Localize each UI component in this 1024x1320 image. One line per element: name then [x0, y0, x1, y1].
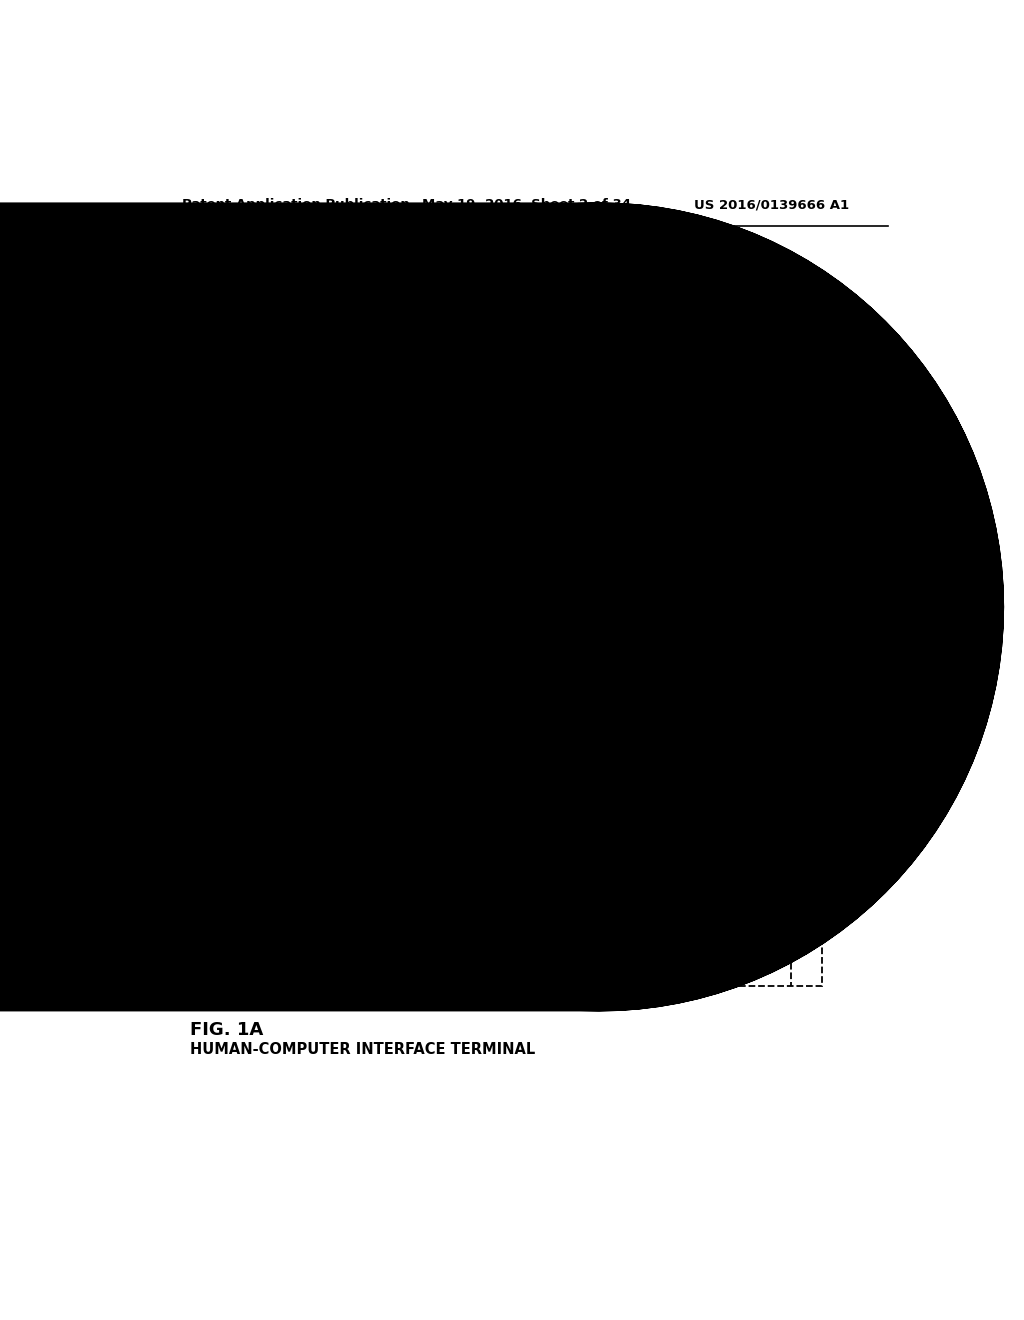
Text: GAZE
POINT,
VERGENCE: GAZE POINT, VERGENCE — [311, 429, 373, 465]
Text: 106: 106 — [352, 1001, 377, 1012]
Text: BIOSIGNAL
SENSOR: BIOSIGNAL SENSOR — [513, 675, 573, 697]
Text: 125: 125 — [265, 331, 286, 342]
Text: 124: 124 — [265, 432, 286, 441]
Bar — [483, 302, 655, 965]
FancyBboxPatch shape — [488, 738, 598, 800]
Text: 121: 121 — [265, 717, 286, 726]
FancyBboxPatch shape — [488, 487, 598, 553]
FancyBboxPatch shape — [488, 818, 598, 880]
Text: FACIAL
EXPRESSION: FACIAL EXPRESSION — [306, 528, 377, 550]
FancyBboxPatch shape — [488, 310, 598, 380]
FancyBboxPatch shape — [289, 702, 395, 762]
Text: May 19, 2016  Sheet 2 of 34: May 19, 2016 Sheet 2 of 34 — [423, 198, 632, 211]
Text: 137: 137 — [669, 513, 691, 527]
Text: MICROPHONE: MICROPHONE — [505, 341, 582, 350]
Text: 133: 133 — [669, 843, 691, 855]
Text: 112: 112 — [682, 743, 706, 756]
Text: 123: 123 — [265, 524, 286, 533]
Text: 136: 136 — [669, 601, 691, 614]
Text: FORCE/TORQUE
SENSOR: FORCE/TORQUE SENSOR — [499, 838, 587, 861]
FancyBboxPatch shape — [289, 411, 395, 484]
Text: US 2016/0139666 A1: US 2016/0139666 A1 — [693, 198, 849, 211]
FancyBboxPatch shape — [289, 599, 395, 688]
Text: FIG. 1A: FIG. 1A — [190, 1020, 263, 1039]
FancyBboxPatch shape — [669, 487, 781, 730]
FancyBboxPatch shape — [488, 403, 598, 473]
Text: 139: 139 — [669, 339, 691, 351]
Text: POSITION /
ANGLE
OF BODY
SEGMENT: POSITION / ANGLE OF BODY SEGMENT — [311, 619, 372, 668]
Bar — [248, 302, 473, 965]
Text: USER INPUT STATE: USER INPUT STATE — [670, 602, 779, 615]
Text: Patent Application Publication: Patent Application Publication — [182, 198, 410, 211]
Text: TEMPERATURE
SENSOR: TEMPERATURE SENSOR — [503, 758, 584, 780]
FancyBboxPatch shape — [488, 653, 598, 719]
Text: 134: 134 — [669, 762, 691, 775]
Text: 135: 135 — [669, 680, 691, 693]
Text: POSITION /
ANGLE
SENSOR: POSITION / ANGLE SENSOR — [513, 589, 573, 624]
FancyBboxPatch shape — [488, 572, 598, 642]
Text: 122: 122 — [265, 628, 286, 638]
Text: INPUT TRANSDUCERS: INPUT TRANSDUCERS — [492, 747, 502, 873]
Bar — [483, 733, 655, 887]
Bar — [242, 293, 821, 986]
Text: BIOSIGNAL: BIOSIGNAL — [311, 727, 373, 737]
FancyBboxPatch shape — [289, 507, 395, 573]
Text: EYE
TRACKING
SENSOR: EYE TRACKING SENSOR — [515, 420, 571, 455]
Text: VOICE,
BREATH
SOUNDS: VOICE, BREATH SOUNDS — [317, 329, 366, 364]
Text: 138: 138 — [669, 432, 691, 444]
Text: HUMAN-COMPUTER INTERFACE TERMINAL: HUMAN-COMPUTER INTERFACE TERMINAL — [190, 1043, 536, 1057]
FancyBboxPatch shape — [289, 310, 395, 384]
Text: FACIAL
TRACKING
SENSOR: FACIAL TRACKING SENSOR — [515, 503, 571, 539]
Text: 102: 102 — [509, 1001, 532, 1012]
Text: 108: 108 — [565, 902, 589, 915]
Text: USER: USER — [256, 942, 290, 956]
